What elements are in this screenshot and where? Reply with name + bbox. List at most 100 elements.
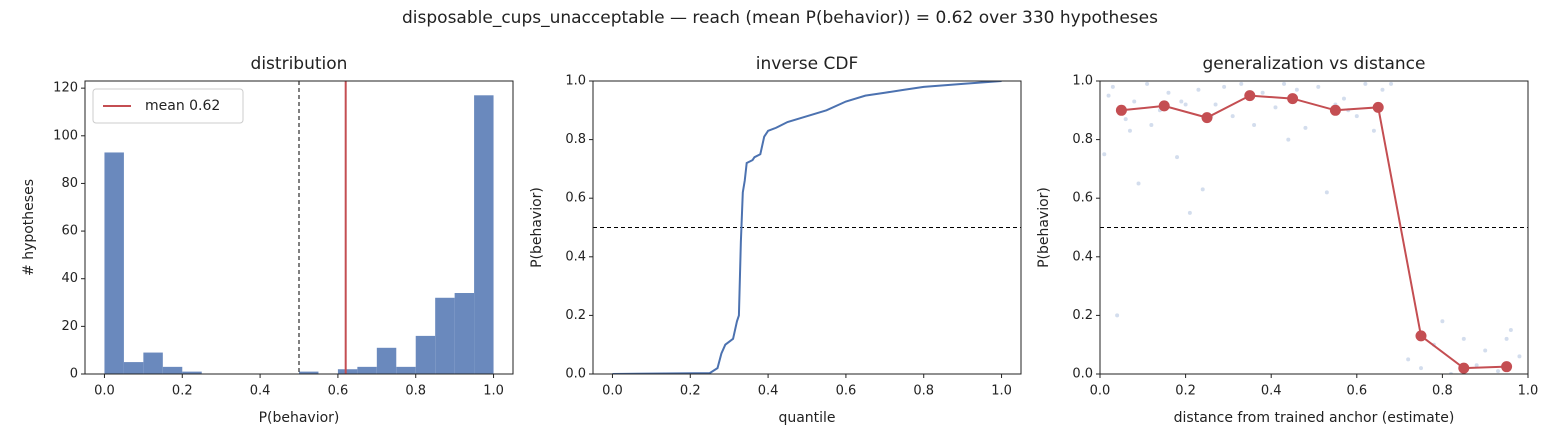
scatter-point <box>1149 122 1154 127</box>
y-tick-label: 0.8 <box>1072 132 1093 147</box>
line-marker <box>1501 361 1513 373</box>
scatter-point <box>1282 81 1287 86</box>
scatter-point <box>1508 328 1513 333</box>
scatter-point <box>1517 354 1522 359</box>
x-tick-label: 0.0 <box>1090 384 1111 399</box>
y-tick-label: 1.0 <box>565 74 586 89</box>
bar <box>162 366 183 374</box>
y-axis-label: P(behavior) <box>1036 187 1052 268</box>
scatter-point <box>1132 99 1137 104</box>
axes-frame <box>592 80 1022 375</box>
plot-area <box>593 81 1021 374</box>
bar <box>415 335 436 374</box>
scatter-point <box>1294 87 1299 92</box>
scatter-point <box>1380 87 1385 92</box>
scatter-point <box>1483 348 1488 353</box>
panel-title: distribution <box>251 54 348 74</box>
x-axis-label: quantile <box>778 410 835 426</box>
scatter-point <box>1213 102 1218 107</box>
scatter-point <box>1389 81 1394 86</box>
scatter-point <box>1286 137 1291 142</box>
x-tick-label: 0.0 <box>94 384 115 399</box>
bar <box>474 95 494 374</box>
x-tick-label: 0.2 <box>680 384 701 399</box>
scatter-point <box>1354 114 1359 119</box>
scatter-point <box>1136 181 1141 186</box>
panel-title: inverse CDF <box>756 54 858 74</box>
x-axis-label: distance from trained anchor (estimate) <box>1174 410 1455 426</box>
y-axis-label: # hypotheses <box>21 179 37 276</box>
line-marker <box>1329 104 1341 116</box>
plot-area <box>1100 81 1528 374</box>
scatter-point <box>1371 128 1376 133</box>
legend-label: mean 0.62 <box>145 98 220 114</box>
x-tick-label: 0.4 <box>1261 384 1282 399</box>
scatter-point <box>1419 366 1423 371</box>
x-tick-label: 0.6 <box>1346 384 1367 399</box>
plot-area <box>104 81 494 374</box>
bar <box>143 352 163 374</box>
x-tick-label: 0.4 <box>250 384 271 399</box>
scatter-point <box>1252 122 1257 127</box>
x-tick-label: 0.8 <box>913 384 934 399</box>
scatter-point <box>1504 336 1509 341</box>
y-tick-label: 0.4 <box>1072 249 1093 264</box>
y-tick-label: 0.0 <box>565 367 586 382</box>
x-tick-label: 0.8 <box>1432 384 1453 399</box>
scatter-point <box>1145 81 1150 86</box>
scatter-point <box>1166 90 1171 95</box>
scatter-point <box>1406 357 1411 362</box>
scatter-point <box>1123 117 1128 122</box>
marks <box>104 81 494 374</box>
line-marker <box>1287 93 1299 105</box>
x-tick-label: 0.8 <box>405 384 426 399</box>
bar <box>454 293 475 374</box>
x-tick-label: 0.2 <box>172 384 193 399</box>
marks <box>593 81 1021 374</box>
scatter-point <box>1316 84 1321 89</box>
y-tick-label: 120 <box>53 81 78 96</box>
scatter-point <box>1341 96 1346 101</box>
x-tick-label: 0.6 <box>328 384 349 399</box>
y-tick-label: 20 <box>61 319 78 334</box>
line <box>1121 94 1507 370</box>
x-tick-label: 1.0 <box>483 384 504 399</box>
scatter-point <box>1461 336 1466 341</box>
scatter-point <box>1303 125 1308 130</box>
scatter-point <box>1222 84 1227 89</box>
y-tick-label: 1.0 <box>1072 74 1093 89</box>
y-tick-label: 0 <box>70 367 78 382</box>
line <box>612 81 1002 374</box>
scatter-point <box>1127 128 1132 133</box>
bar <box>357 366 377 374</box>
y-axis-label: P(behavior) <box>529 187 545 268</box>
x-tick-label: 0.6 <box>836 384 857 399</box>
line-marker <box>1458 362 1470 374</box>
y-tick-label: 0.8 <box>565 132 586 147</box>
y-tick-label: 0.6 <box>565 191 586 206</box>
line-marker <box>1372 101 1384 113</box>
scatter-point <box>1363 81 1368 86</box>
scatter-point <box>1110 84 1115 89</box>
line-marker <box>1115 104 1127 116</box>
line-marker <box>1201 112 1213 124</box>
figure-title: disposable_cups_unacceptable — reach (me… <box>402 8 1158 28</box>
y-tick-label: 0.2 <box>565 308 586 323</box>
scatter-point <box>1239 81 1244 86</box>
scatter-point <box>1230 114 1235 119</box>
line-marker <box>1158 100 1170 112</box>
scatter-point <box>1175 155 1180 160</box>
scatter-point <box>1200 187 1205 192</box>
line-marker <box>1244 90 1256 102</box>
scatter-point <box>1474 363 1479 368</box>
y-tick-label: 0.4 <box>565 249 586 264</box>
x-tick-label: 0.4 <box>758 384 779 399</box>
y-tick-label: 100 <box>53 128 78 143</box>
bar <box>376 347 397 374</box>
scatter-point <box>1183 102 1188 107</box>
scatter-point <box>1324 190 1329 195</box>
bar <box>396 366 416 374</box>
scatter-point <box>1187 210 1192 215</box>
